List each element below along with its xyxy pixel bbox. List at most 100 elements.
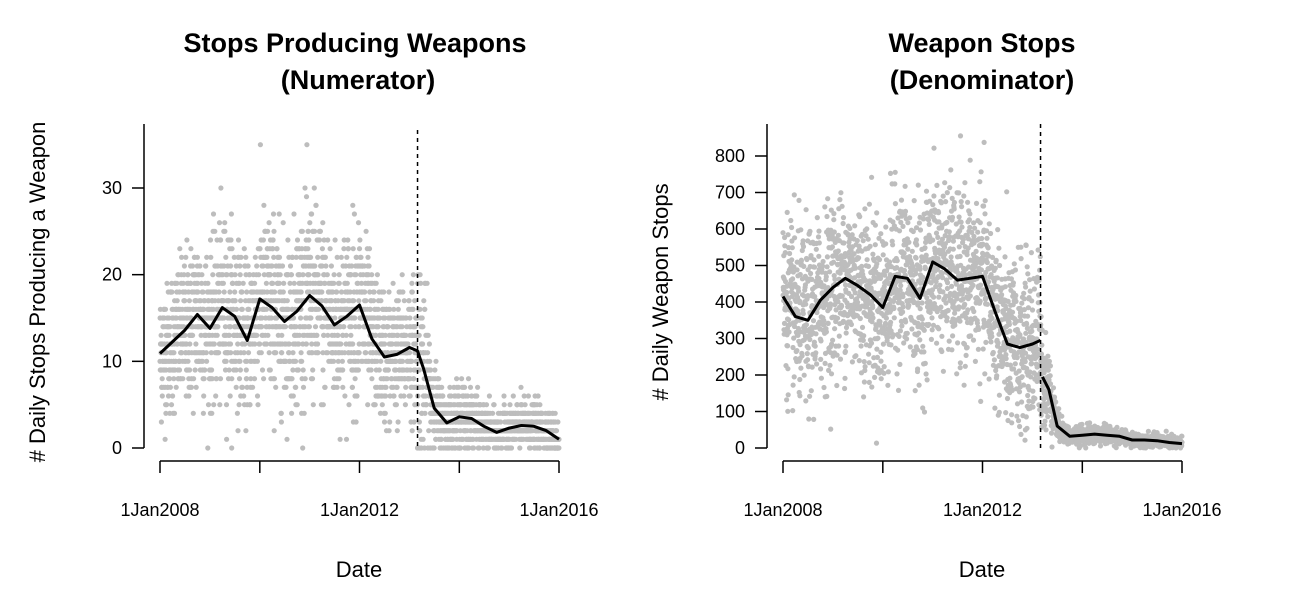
data-point: [363, 350, 369, 356]
data-point: [897, 328, 904, 334]
data-point: [386, 289, 392, 295]
data-point: [290, 393, 296, 399]
data-point: [1043, 329, 1049, 336]
data-point: [185, 358, 191, 364]
data-point: [259, 315, 265, 321]
data-point: [1023, 414, 1029, 420]
data-point: [929, 315, 935, 321]
data-point: [801, 263, 807, 269]
data-point: [835, 232, 842, 238]
data-point: [343, 332, 349, 338]
data-point: [939, 348, 945, 355]
data-point: [327, 246, 333, 252]
data-point: [962, 363, 968, 369]
data-point: [259, 367, 266, 373]
data-point: [308, 254, 314, 260]
data-point: [244, 384, 250, 390]
data-point: [417, 306, 423, 312]
data-point: [274, 246, 280, 252]
data-point: [338, 254, 344, 260]
data-point: [351, 211, 357, 217]
data-point: [553, 428, 560, 434]
data-point: [454, 376, 460, 382]
data-point: [1025, 313, 1031, 319]
data-point: [866, 379, 872, 385]
data-point: [848, 321, 855, 328]
data-point: [343, 263, 349, 269]
data-point: [985, 245, 991, 251]
data-point: [395, 332, 401, 338]
data-point: [234, 410, 240, 416]
data-point: [881, 364, 887, 370]
data-point: [306, 324, 312, 330]
data-point: [410, 306, 416, 312]
data-point: [456, 393, 462, 399]
data-point: [239, 306, 245, 312]
data-point: [1009, 412, 1015, 418]
data-point: [348, 332, 354, 338]
data-point: [165, 393, 172, 399]
data-point: [171, 410, 178, 416]
data-point: [956, 190, 962, 196]
data-point: [228, 263, 234, 269]
data-point: [813, 350, 819, 356]
data-point: [820, 263, 826, 269]
data-point: [257, 341, 263, 347]
denominator-title-line1: Weapon Stops: [888, 28, 1075, 58]
data-point: [814, 215, 820, 221]
data-point: [853, 353, 859, 359]
data-point: [291, 211, 297, 217]
data-point: [949, 347, 955, 353]
data-point: [374, 272, 380, 278]
data-point: [243, 428, 249, 434]
data-point: [385, 350, 391, 356]
data-point: [433, 358, 439, 364]
data-point: [964, 344, 970, 351]
data-point: [190, 332, 196, 338]
data-point: [977, 179, 983, 185]
data-point: [331, 272, 337, 278]
data-point: [501, 393, 507, 399]
data-point: [862, 364, 868, 370]
data-point: [904, 330, 910, 336]
data-point: [900, 309, 906, 315]
data-point: [211, 341, 217, 347]
data-point: [790, 276, 796, 282]
data-point: [393, 358, 399, 364]
data-point: [829, 244, 836, 250]
data-point: [422, 306, 428, 312]
data-point: [864, 257, 870, 263]
data-point: [261, 272, 267, 278]
data-point: [892, 181, 898, 187]
data-point: [223, 358, 229, 364]
data-point: [190, 410, 196, 416]
data-point: [986, 376, 992, 382]
data-point: [242, 341, 248, 347]
data-point: [1025, 392, 1031, 399]
data-point: [896, 228, 903, 234]
data-point: [1045, 353, 1051, 359]
data-point: [436, 376, 442, 382]
data-point: [265, 228, 271, 234]
data-point: [362, 289, 368, 295]
data-point: [915, 182, 921, 188]
data-point: [996, 392, 1003, 398]
data-point: [552, 410, 558, 416]
data-point: [861, 394, 867, 400]
data-point: [791, 374, 797, 380]
data-point: [241, 246, 247, 252]
data-point: [205, 445, 211, 451]
numerator-smooth-curves: [158, 130, 560, 448]
data-point: [836, 333, 842, 339]
data-point: [883, 315, 890, 321]
data-point: [336, 376, 342, 382]
data-point: [440, 393, 446, 399]
data-point: [272, 289, 278, 295]
data-point: [994, 373, 1000, 379]
data-point: [315, 350, 321, 356]
data-point: [973, 200, 980, 206]
data-point: [303, 341, 309, 347]
data-point: [946, 229, 952, 235]
data-point: [199, 280, 205, 286]
data-point: [238, 298, 244, 304]
